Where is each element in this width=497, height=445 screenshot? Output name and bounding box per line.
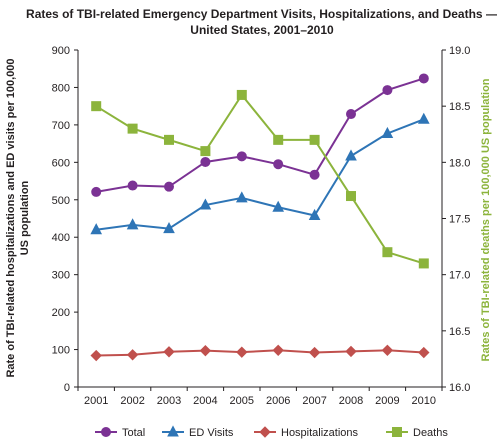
y-axis-right-ticks: 16.0 16.5 17.0 17.5 18.0 18.5 19.0: [442, 45, 470, 394]
y-left-tick-label: 100: [52, 345, 70, 357]
data-point-hospitalizations: [381, 344, 394, 357]
chart-title-line-1: Rates of TBI-related Emergency Departmen…: [26, 7, 497, 21]
data-point-deaths: [200, 146, 211, 157]
y-left-tick-label: 300: [52, 270, 70, 282]
data-point-ed-visits: [126, 218, 139, 230]
data-point-total: [127, 180, 138, 191]
data-point-ed-visits: [381, 126, 394, 139]
series-deaths: [91, 89, 429, 269]
legend-label: Deaths: [413, 427, 448, 439]
x-axis-ticks: 2001 2002 2003 2004 2005 2006 2007 2008 2009 2010: [77, 387, 443, 407]
y-left-tick-label: 900: [52, 45, 70, 57]
legend-item-deaths: Deaths: [386, 427, 448, 439]
data-point-deaths: [91, 101, 102, 112]
data-point-total: [200, 156, 211, 167]
y-axis-right-label: Rates of TBI-related deaths per 100,000 …: [480, 78, 492, 361]
y-axis-left-ticks: 0 100 200 300 400 500 600 700 800 900: [52, 45, 78, 394]
data-point-hospitalizations: [90, 349, 102, 362]
chart-title-line-2: United States, 2001–2010: [190, 23, 334, 37]
data-point-deaths: [418, 258, 429, 269]
data-point-ed-visits: [90, 223, 103, 235]
x-tick-label: 2005: [230, 395, 254, 407]
data-point-deaths: [382, 247, 393, 258]
x-tick-label: 2007: [302, 395, 326, 407]
legend-label: ED Visits: [189, 427, 234, 439]
legend: Total ED Visits Hospitalizations Deaths: [95, 425, 448, 439]
x-tick-label: 2008: [339, 395, 363, 407]
legend-item-total: Total: [95, 427, 145, 439]
data-point-ed-visits: [345, 149, 357, 161]
y-left-tick-label: 0: [64, 382, 70, 394]
series-line-deaths: [95, 93, 425, 265]
data-point-ed-visits: [308, 208, 321, 221]
data-point-hospitalizations: [345, 345, 357, 358]
legend-marker: [259, 426, 271, 438]
legend-marker: [167, 425, 179, 437]
y-left-tick-label: 700: [52, 120, 70, 132]
series-line-hospitalizations: [96, 349, 424, 357]
data-point-deaths: [236, 89, 247, 100]
y-right-tick-label: 16.0: [449, 382, 470, 394]
y-axis-left-label-line-2: US population: [19, 180, 31, 255]
series-line-total: [96, 77, 425, 193]
data-point-ed-visits: [272, 200, 285, 212]
y-left-tick-label: 800: [52, 82, 70, 94]
legend-item-hospitalizations: Hospitalizations: [254, 426, 359, 439]
y-right-tick-label: 16.5: [449, 326, 470, 338]
data-point-deaths: [346, 191, 356, 202]
legend-item-ed-visits: ED Visits: [162, 425, 234, 439]
x-tick-label: 2003: [157, 395, 181, 407]
data-point-deaths: [127, 123, 138, 134]
data-point-hospitalizations: [418, 346, 430, 359]
data-point-total: [382, 85, 393, 96]
data-point-deaths: [164, 134, 174, 145]
series-total: [91, 73, 429, 197]
x-tick-label: 2006: [266, 395, 290, 407]
data-point-total: [273, 159, 284, 170]
legend-label: Hospitalizations: [281, 427, 359, 439]
data-point-ed-visits: [163, 222, 175, 234]
data-point-hospitalizations: [308, 346, 321, 359]
y-right-tick-label: 18.0: [449, 157, 470, 169]
series-line-ed-visits: [96, 118, 425, 231]
x-tick-label: 2004: [193, 395, 217, 407]
legend-marker: [101, 427, 111, 437]
data-point-total: [236, 151, 247, 162]
y-right-tick-label: 17.5: [449, 214, 470, 226]
data-point-ed-visits: [235, 191, 248, 203]
data-point-ed-visits: [199, 198, 212, 210]
data-point-hospitalizations: [199, 344, 212, 357]
data-point-ed-visits: [417, 112, 430, 124]
series-hospitalizations: [90, 344, 430, 362]
y-left-tick-label: 600: [52, 157, 70, 169]
data-point-total: [91, 186, 102, 197]
legend-label: Total: [122, 427, 145, 439]
x-tick-label: 2009: [375, 395, 399, 407]
data-point-hospitalizations: [126, 349, 139, 361]
y-right-tick-label: 17.0: [449, 270, 470, 282]
data-point-total: [418, 73, 429, 84]
data-point-deaths: [309, 134, 320, 145]
data-point-total: [164, 181, 174, 192]
y-left-tick-label: 400: [52, 232, 70, 244]
data-point-hospitalizations: [272, 344, 284, 357]
series-group: [90, 73, 430, 362]
y-right-tick-label: 18.5: [449, 101, 470, 113]
y-left-tick-label: 500: [52, 195, 70, 207]
x-tick-label: 2010: [412, 395, 436, 407]
y-right-tick-label: 19.0: [449, 45, 470, 57]
series-ed-visits: [90, 112, 430, 235]
data-point-deaths: [273, 134, 284, 145]
x-tick-label: 2001: [84, 395, 108, 407]
y-left-tick-label: 200: [52, 307, 70, 319]
data-point-hospitalizations: [163, 346, 175, 358]
legend-marker: [392, 427, 402, 437]
y-axis-left-label-line-1: Rate of TBI-related hospitalizations and…: [5, 58, 17, 377]
x-tick-label: 2002: [120, 395, 144, 407]
data-point-total: [309, 169, 320, 180]
data-point-total: [346, 109, 356, 120]
data-point-hospitalizations: [236, 346, 248, 358]
